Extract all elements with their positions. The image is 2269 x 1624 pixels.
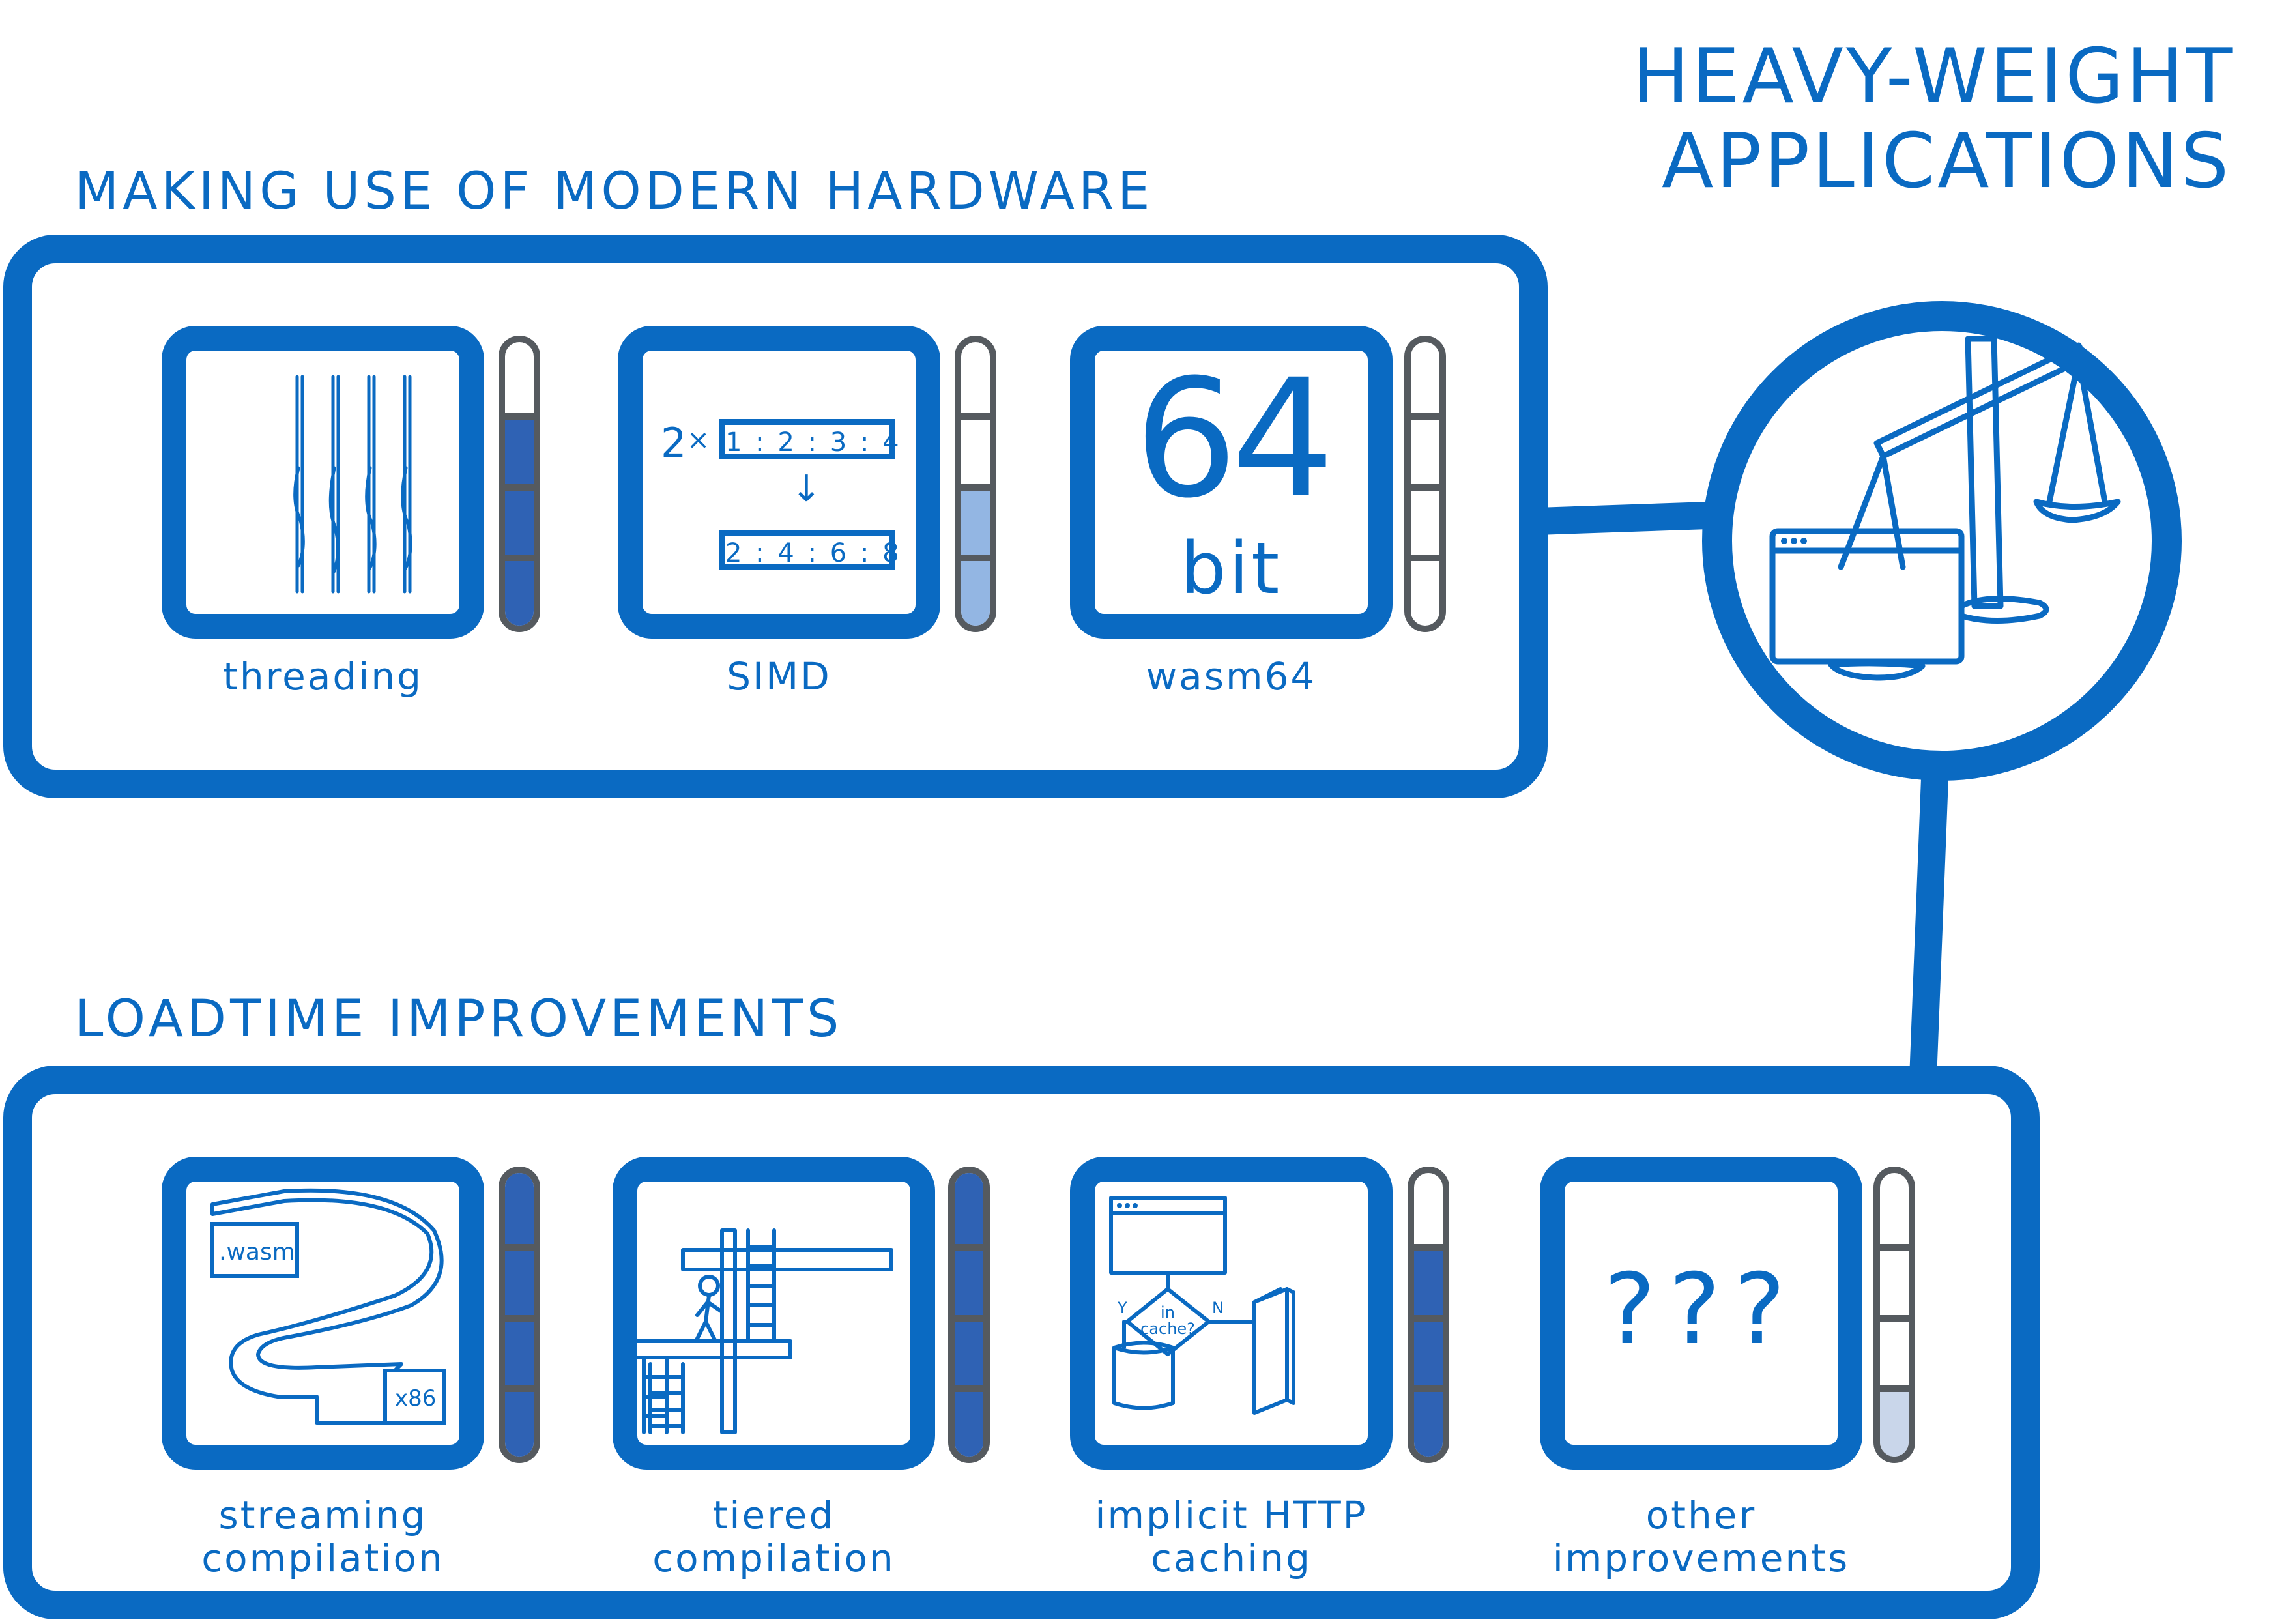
simd-tile: 2 × 1 : 2 : 3 : 4 ↓ 2 : 4 : 6 : 8 xyxy=(618,326,940,639)
other-caption-line2: improvements xyxy=(1552,1536,1850,1580)
meter-segment xyxy=(505,1385,534,1457)
meter-segment xyxy=(955,1385,983,1457)
tiered-caption-line1: tiered xyxy=(712,1493,835,1537)
cache-flowchart-icon xyxy=(1109,1196,1295,1415)
streaming-ribbon-icon xyxy=(210,1188,446,1425)
meter-segment xyxy=(1414,1173,1443,1244)
other-caption-line1: other xyxy=(1645,1493,1757,1537)
connector-hardware-to-circle xyxy=(1524,501,1741,535)
simd-input-vector: 1 : 2 : 3 : 4 xyxy=(719,419,902,459)
section-heading-hardware: MAKING USE OF MODERN HARDWARE xyxy=(75,162,1154,221)
simd-times-icon: × xyxy=(687,424,710,456)
wasm64-caption: wasm64 xyxy=(1146,654,1317,699)
wasm-source-label: .wasm xyxy=(219,1239,295,1266)
tiered-caption-line2: compilation xyxy=(652,1536,895,1580)
http-caching-tile: in cache? Y N xyxy=(1070,1157,1393,1470)
connector-circle-to-loadtime xyxy=(1909,749,1949,1109)
cache-yes-label: Y xyxy=(1118,1299,1127,1317)
wasm64-tile: 64 bit xyxy=(1070,326,1393,639)
cache-no-label: N xyxy=(1212,1299,1224,1317)
section-heading-loadtime: LOADTIME IMPROVEMENTS xyxy=(75,990,843,1049)
meter-segment xyxy=(1880,1243,1909,1315)
other-improvements-tile: ??? xyxy=(1540,1157,1862,1470)
streaming-caption-line2: compilation xyxy=(201,1536,444,1580)
simd-output-values: 2 : 4 : 6 : 8 xyxy=(725,538,902,568)
streaming-progress-meter xyxy=(499,1167,540,1463)
simd-output-vector: 2 : 4 : 6 : 8 xyxy=(719,530,902,570)
wasm64-big-number: 64 xyxy=(1134,344,1335,534)
meter-segment xyxy=(1411,413,1439,484)
threading-tile xyxy=(162,326,484,639)
simd-progress-meter xyxy=(955,336,996,632)
meter-segment xyxy=(1414,1243,1443,1315)
meter-segment xyxy=(505,413,534,484)
streaming-compilation-tile: .wasm x86 xyxy=(162,1157,484,1470)
meter-segment xyxy=(1880,1173,1909,1244)
unknown-placeholder-icon: ??? xyxy=(1604,1253,1799,1367)
meter-segment xyxy=(1414,1314,1443,1386)
meter-segment xyxy=(961,555,990,626)
page-title-line1: HEAVY-WEIGHT xyxy=(1632,33,2235,121)
tiered-compilation-tile xyxy=(613,1157,935,1470)
meter-segment xyxy=(1411,555,1439,626)
other-improvements-progress-meter xyxy=(1873,1167,1915,1463)
meter-segment xyxy=(961,484,990,555)
meter-segment xyxy=(955,1243,983,1315)
meter-segment xyxy=(505,1314,534,1386)
streaming-caption-line1: streaming xyxy=(218,1493,427,1537)
tiered-progress-meter xyxy=(948,1167,990,1463)
meter-segment xyxy=(1414,1385,1443,1457)
tiered-ladder-icon xyxy=(637,1228,893,1434)
http-caching-progress-meter xyxy=(1408,1167,1449,1463)
meter-segment xyxy=(1411,484,1439,555)
meter-segment xyxy=(505,555,534,626)
threading-progress-meter xyxy=(499,336,540,632)
http-caching-caption-line1: implicit HTTP xyxy=(1095,1493,1368,1537)
meter-segment xyxy=(505,484,534,555)
wasm64-progress-meter xyxy=(1404,336,1446,632)
http-caching-caption-line2: caching xyxy=(1151,1536,1312,1580)
cache-question-line2: cache? xyxy=(1140,1320,1195,1338)
wasm64-bit-label: bit xyxy=(1180,527,1282,610)
meter-segment xyxy=(1411,342,1439,413)
simd-multiplier: 2 xyxy=(661,419,687,467)
meter-segment xyxy=(955,1173,983,1244)
meter-segment xyxy=(1880,1385,1909,1457)
page-title-line2: APPLICATIONS xyxy=(1662,117,2232,205)
heavy-weight-scale-icon xyxy=(1702,301,2182,781)
meter-segment xyxy=(961,342,990,413)
simd-input-values: 1 : 2 : 3 : 4 xyxy=(725,428,902,457)
meter-segment xyxy=(505,1243,534,1315)
meter-segment xyxy=(955,1314,983,1386)
meter-segment xyxy=(961,413,990,484)
meter-segment xyxy=(1880,1314,1909,1386)
down-arrow-icon: ↓ xyxy=(791,468,822,510)
threading-caption: threading xyxy=(223,654,423,699)
meter-segment xyxy=(505,342,534,413)
meter-segment xyxy=(505,1173,534,1244)
simd-caption: SIMD xyxy=(727,654,831,699)
x86-target-label: x86 xyxy=(395,1385,437,1412)
threading-icon xyxy=(293,375,412,594)
cache-question-line1: in xyxy=(1161,1303,1175,1322)
